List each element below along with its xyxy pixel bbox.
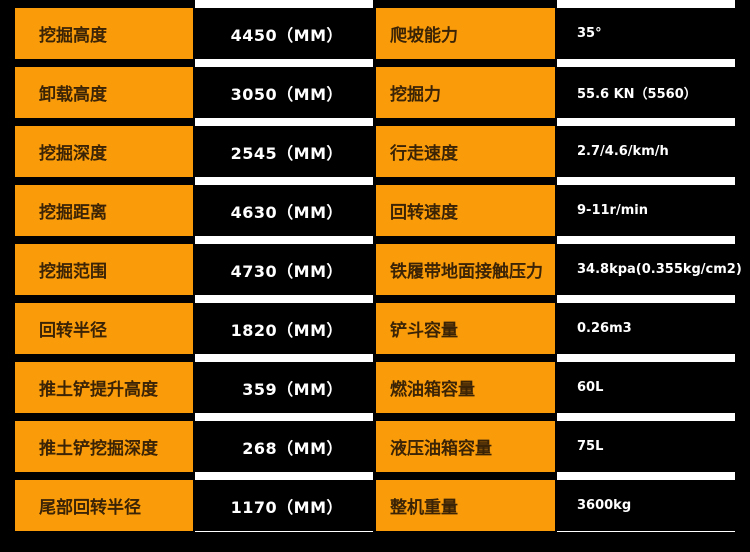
spec-label: 铁履带地面接触压力 xyxy=(376,244,555,295)
spec-value: 2545（MM） xyxy=(195,126,373,177)
spec-value: 34.8kpa(0.355kg/cm2) xyxy=(557,244,742,295)
spec-value: 1820（MM） xyxy=(195,303,373,354)
spec-value: 4450（MM） xyxy=(195,8,373,59)
spec-label: 铲斗容量 xyxy=(376,303,555,354)
spec-label: 尾部回转半径 xyxy=(15,480,193,531)
spec-label: 挖掘范围 xyxy=(15,244,193,295)
spec-value: 359（MM） xyxy=(195,362,373,413)
spec-label: 整机重量 xyxy=(376,480,555,531)
spec-label: 回转半径 xyxy=(15,303,193,354)
spec-value: 35° xyxy=(557,8,735,59)
spec-value: 3050（MM） xyxy=(195,67,373,118)
spec-label: 挖掘距离 xyxy=(15,185,193,236)
spec-label: 爬坡能力 xyxy=(376,8,555,59)
spec-value: 0.26m3 xyxy=(557,303,735,354)
spec-value: 4630（MM） xyxy=(195,185,373,236)
spec-value: 9-11r/min xyxy=(557,185,735,236)
spec-label: 行走速度 xyxy=(376,126,555,177)
spec-value: 268（MM） xyxy=(195,421,373,472)
spec-value: 55.6 KN（5560） xyxy=(557,67,735,118)
spec-value: 2.7/4.6/km/h xyxy=(557,126,735,177)
spec-value: 75L xyxy=(557,421,735,472)
spec-label: 回转速度 xyxy=(376,185,555,236)
spec-label: 推土铲挖掘深度 xyxy=(15,421,193,472)
spec-value: 4730（MM） xyxy=(195,244,373,295)
spec-value: 60L xyxy=(557,362,735,413)
spec-label: 挖掘力 xyxy=(376,67,555,118)
spec-label: 挖掘高度 xyxy=(15,8,193,59)
spec-label: 液压油箱容量 xyxy=(376,421,555,472)
spec-value: 3600kg xyxy=(557,480,735,531)
spec-label: 挖掘深度 xyxy=(15,126,193,177)
spec-label: 推土铲提升高度 xyxy=(15,362,193,413)
spec-label: 卸载高度 xyxy=(15,67,193,118)
spec-label: 燃油箱容量 xyxy=(376,362,555,413)
spec-value: 1170（MM） xyxy=(195,480,373,531)
